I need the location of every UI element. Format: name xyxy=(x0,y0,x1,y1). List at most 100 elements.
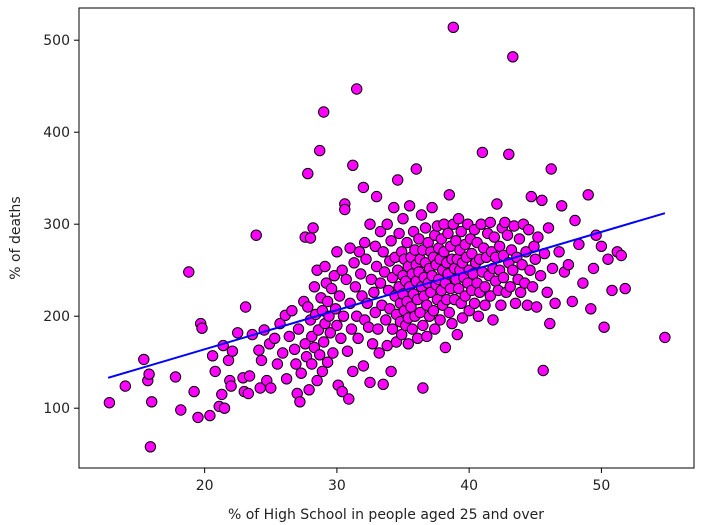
data-point xyxy=(325,282,338,295)
data-point xyxy=(393,227,405,240)
data-point xyxy=(484,290,496,302)
data-point xyxy=(553,246,565,258)
data-point xyxy=(377,378,389,390)
data-point xyxy=(349,281,362,293)
data-point xyxy=(452,213,465,225)
data-point xyxy=(386,323,399,335)
data-point xyxy=(415,209,428,221)
x-axis-ticks: 20 30 40 50 xyxy=(196,468,610,494)
data-point xyxy=(372,323,384,335)
data-point xyxy=(352,332,364,344)
data-point xyxy=(434,314,446,326)
data-point xyxy=(619,282,631,295)
data-point xyxy=(598,321,610,333)
data-point xyxy=(516,259,528,271)
data-point xyxy=(451,328,463,341)
data-point xyxy=(206,350,219,362)
data-point xyxy=(308,281,321,293)
data-point xyxy=(364,218,376,230)
y-tick-label: 200 xyxy=(43,309,70,325)
data-point xyxy=(255,354,268,367)
data-point xyxy=(290,358,302,370)
data-point xyxy=(369,306,381,319)
data-point xyxy=(426,201,438,214)
y-tick-label: 300 xyxy=(43,217,70,233)
data-point xyxy=(175,404,187,416)
data-point xyxy=(373,347,385,359)
data-point xyxy=(479,281,491,293)
data-point xyxy=(319,260,331,273)
data-point xyxy=(253,344,265,356)
data-point xyxy=(351,83,363,95)
data-point xyxy=(370,260,383,273)
data-point xyxy=(242,387,255,400)
data-point xyxy=(602,253,614,265)
data-point xyxy=(370,190,383,203)
data-point xyxy=(331,246,343,258)
x-tick-label: 40 xyxy=(460,478,478,494)
data-point xyxy=(385,235,397,247)
data-point xyxy=(321,295,334,308)
data-point xyxy=(269,332,281,344)
data-point xyxy=(188,385,200,398)
data-point xyxy=(509,297,522,309)
data-point xyxy=(495,299,507,311)
data-point xyxy=(359,236,371,249)
data-point xyxy=(303,384,315,396)
data-point xyxy=(209,365,221,378)
data-point xyxy=(204,409,216,422)
data-point xyxy=(292,323,305,335)
data-point xyxy=(138,353,150,366)
data-point xyxy=(144,441,157,453)
data-point xyxy=(364,376,376,389)
data-point xyxy=(411,332,424,344)
data-point xyxy=(357,360,370,372)
data-point xyxy=(534,270,547,282)
x-tick-label: 20 xyxy=(196,478,214,494)
data-point xyxy=(324,327,336,339)
data-point xyxy=(507,51,519,63)
data-point xyxy=(442,227,454,240)
data-point xyxy=(311,374,323,387)
data-point xyxy=(513,233,526,245)
data-point xyxy=(569,214,581,227)
data-point xyxy=(239,301,252,313)
data-point xyxy=(403,200,416,212)
data-point xyxy=(103,397,116,409)
data-point xyxy=(566,295,578,308)
data-points xyxy=(103,21,671,453)
data-point xyxy=(468,297,481,309)
data-point xyxy=(429,323,441,335)
data-point xyxy=(595,240,608,253)
data-point xyxy=(508,220,520,232)
data-point xyxy=(343,393,355,405)
data-point xyxy=(340,273,352,286)
data-point xyxy=(374,225,387,238)
data-point xyxy=(243,370,256,382)
data-point xyxy=(353,246,366,258)
data-point xyxy=(347,365,359,378)
data-point xyxy=(402,338,414,350)
data-point xyxy=(327,347,339,359)
trend-line xyxy=(107,212,666,379)
data-point xyxy=(362,321,375,333)
data-point xyxy=(357,181,370,194)
data-point xyxy=(369,240,381,253)
data-point xyxy=(521,299,534,311)
data-point xyxy=(562,259,575,271)
data-point xyxy=(381,218,393,230)
data-point xyxy=(456,312,469,324)
data-point xyxy=(484,216,496,229)
data-point xyxy=(417,382,429,394)
data-point xyxy=(183,266,195,278)
data-point xyxy=(314,349,326,361)
data-point xyxy=(307,222,319,234)
data-point xyxy=(577,277,589,289)
data-point xyxy=(250,229,262,241)
data-point xyxy=(447,21,459,33)
data-point xyxy=(366,338,379,350)
data-point xyxy=(497,271,510,284)
data-point xyxy=(280,373,293,385)
data-point xyxy=(304,232,317,244)
data-point xyxy=(419,222,432,234)
